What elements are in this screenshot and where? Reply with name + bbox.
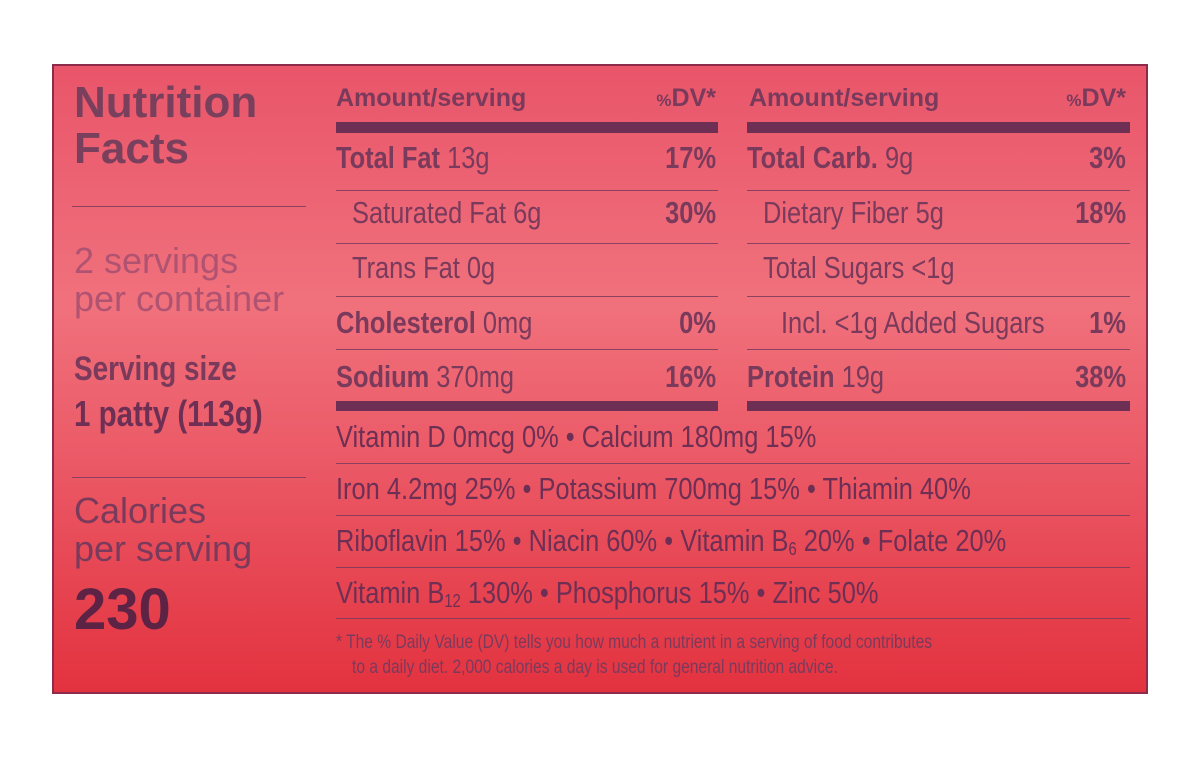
servings-per-container: 2 servings per container [74,242,284,318]
nutrient-row-saturated-fat: Saturated Fat 6g [352,195,542,230]
daily-value-footnote: * The % Daily Value (DV) tells you how m… [336,632,933,678]
dv-total-fat: 17% [665,140,716,175]
nutrient-row-total-sugars: Total Sugars <1g [763,250,955,285]
nutrient-row-added-sugars: Incl. <1g Added Sugars [781,305,1045,340]
divider [72,206,306,207]
dv-protein: 38% [1075,359,1126,394]
dv-total-carb: 3% [1089,140,1126,175]
calories-line-2: per serving [74,528,253,569]
vitamin-line-4: Vitamin B12 130% • Phosphorus 15% • Zinc… [336,575,879,611]
row-divider [336,618,1130,619]
dv-sodium: 16% [665,359,716,394]
row-divider [747,296,1130,297]
dv-saturated-fat: 30% [665,195,716,230]
row-divider [747,190,1130,191]
dv-header-left: %DV* [656,84,716,112]
row-divider [336,515,1130,516]
title-line-1: Nutrition [74,78,258,127]
row-divider [336,296,718,297]
row-divider [747,349,1130,350]
nutrient-row-protein: Protein 19g [747,359,885,394]
dv-cholesterol: 0% [679,305,716,340]
nutrient-row-cholesterol: Cholesterol 0mg [336,305,533,340]
nutrient-row-trans-fat: Trans Fat 0g [352,250,496,285]
serving-size-label: Serving size [74,350,237,388]
dv-added-sugars: 1% [1089,305,1126,340]
nutrient-row-total-carb: Total Carb. 9g [747,140,914,175]
nutrient-row-total-fat: Total Fat 13g [336,140,490,175]
row-divider [336,190,718,191]
row-divider [336,349,718,350]
calories-line-1: Calories [74,490,207,531]
vitamin-line-2: Iron 4.2mg 25% • Potassium 700mg 15% • T… [336,471,971,506]
dv-dietary-fiber: 18% [1075,195,1126,230]
nutrition-facts-title: Nutrition Facts [74,80,257,172]
vitamin-line-3: Riboflavin 15% • Niacin 60% • Vitamin B6… [336,523,1007,559]
servings-line-2: per container [74,278,285,319]
divider [72,477,306,478]
calories-value: 230 [74,577,171,642]
row-divider [336,463,1130,464]
row-divider [336,567,1130,568]
thick-rule [747,122,1130,133]
title-line-2: Facts [74,124,189,173]
vitamin-line-1: Vitamin D 0mcg 0% • Calcium 180mg 15% [336,419,817,454]
row-divider [747,243,1130,244]
row-divider [336,243,718,244]
nutrient-row-dietary-fiber: Dietary Fiber 5g [763,195,944,230]
serving-size-value: 1 patty (113g) [74,393,263,434]
thick-rule [336,122,718,133]
thick-rule [747,401,1130,411]
nutrition-facts-panel: Nutrition Facts 2 servings per container… [52,64,1148,694]
amount-header-left: Amount/serving [336,84,527,112]
calories-label: Calories per serving [74,492,252,568]
thick-rule [336,401,718,411]
servings-line-1: 2 servings [74,240,239,281]
dv-header-right: %DV* [1066,84,1126,112]
nutrient-row-sodium: Sodium 370mg [336,359,515,394]
amount-header-right: Amount/serving [749,84,940,112]
